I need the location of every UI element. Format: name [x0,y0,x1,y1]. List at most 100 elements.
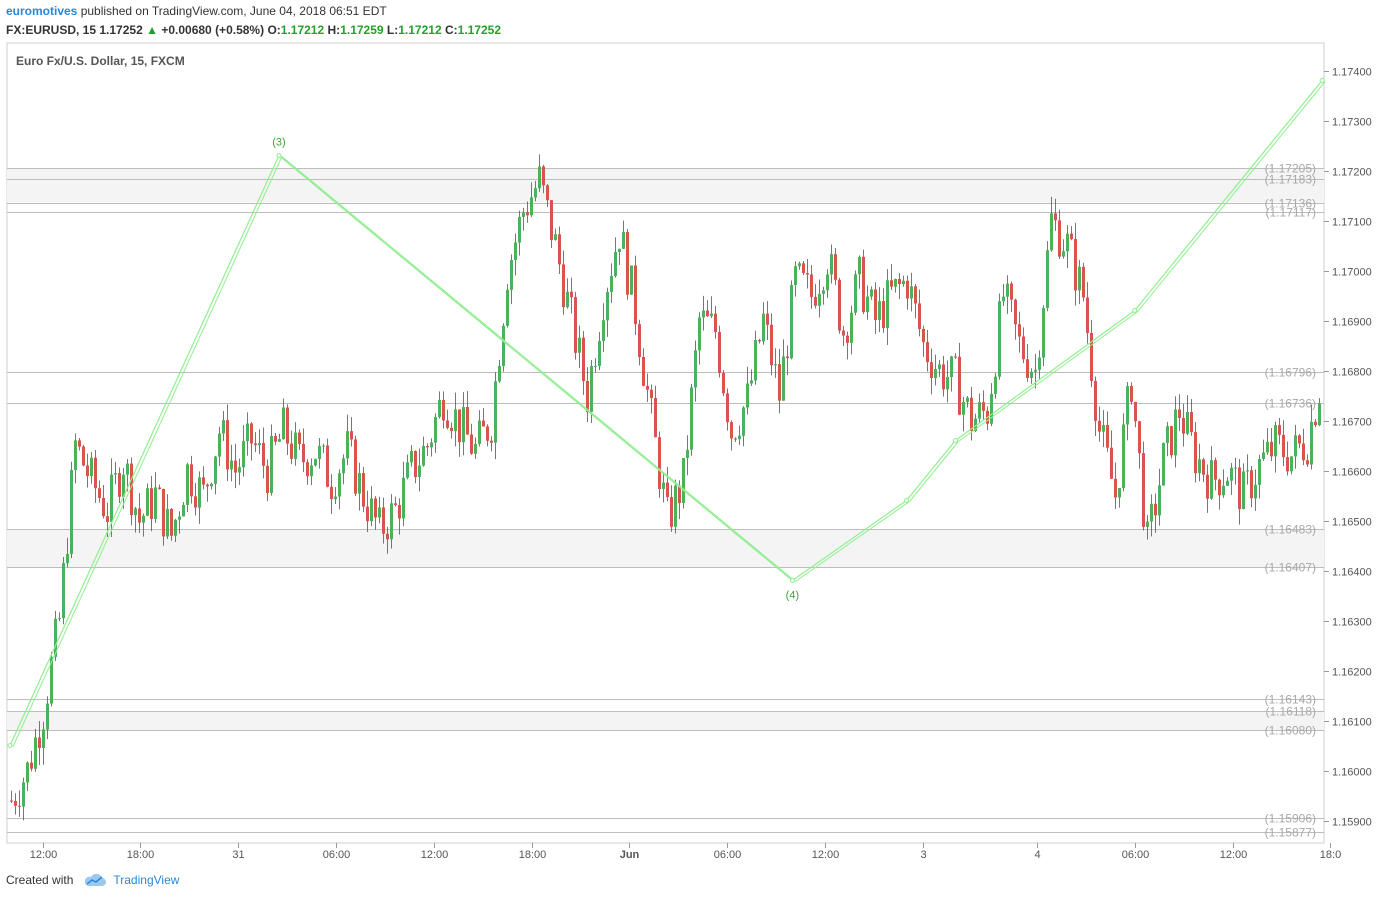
author-link[interactable]: euromotives [6,4,78,18]
candle-up [754,340,757,381]
candle-down [254,443,257,446]
tradingview-logo[interactable]: TradingView [83,873,179,887]
candle-down [234,460,237,473]
candle-down [654,398,657,438]
candle-down [846,335,849,343]
x-tick-label: 12:00 [1220,849,1248,861]
candle-up [474,443,477,454]
candle-up [622,232,625,249]
candle-down [190,464,193,497]
candle-up [534,188,537,198]
y-tick-label: 1.16000 [1332,767,1372,779]
x-tick-label: 06:00 [714,849,742,861]
candle-up [114,473,117,475]
candle-down [638,324,641,358]
y-tick-label: 1.16600 [1332,467,1372,479]
candle-up [1222,485,1225,496]
candle-down [394,503,397,505]
candle-up [854,274,857,313]
candle-down [1298,435,1301,444]
candle-up [1230,467,1233,481]
candle-down [726,393,729,423]
y-tick-label: 1.16900 [1332,317,1372,329]
candle-down [862,256,865,313]
candle-up [494,381,497,443]
candle-up [790,285,793,359]
x-tick-label: Jun [620,849,640,861]
open-value: 1.17212 [280,23,325,37]
candle-up [590,365,593,412]
pattern-line [9,155,280,746]
x-tick-label: 18:00 [127,849,155,861]
y-tick-label: 1.16700 [1332,417,1372,429]
candle-up [610,275,613,292]
candle-down [446,420,449,428]
candle-up [478,420,481,444]
candle-down [1218,479,1221,496]
candle-up [830,254,833,275]
candle-down [206,484,209,487]
y-tick-label: 1.16100 [1332,717,1372,729]
y-tick-label: 1.16300 [1332,617,1372,629]
candle-down [386,533,389,540]
candle-up [858,256,861,275]
candle-up [142,515,145,523]
candle-down [1026,359,1029,378]
candle-up [702,310,705,318]
candle-up [738,435,741,440]
candle-down [262,442,265,466]
candle-up [54,618,57,657]
candle-up [1166,426,1169,444]
candle-up [742,407,745,436]
level-label: (1.16143) [1265,693,1316,707]
pattern-line [792,500,907,581]
candle-down [274,435,277,442]
candle-down [954,356,957,358]
candle-up [998,301,1001,377]
candle-down [354,439,357,494]
candle-up [750,380,753,384]
x-tick-label: 18:0 [1320,849,1341,861]
candle-up [222,420,225,434]
x-tick-label: 18:00 [519,849,547,861]
candle-up [1266,441,1269,453]
candle-up [1034,369,1037,372]
candle-up [694,350,697,388]
level-label: (1.17183) [1265,173,1316,187]
candle-up [682,458,685,504]
candle-down [1182,417,1185,434]
candle-up [322,445,325,447]
candle-up [1246,470,1249,472]
candle-down [1282,434,1285,458]
publish-text: published on TradingView.com, June 04, 2… [80,4,387,18]
pattern-point [1132,308,1138,313]
candle-up [402,477,405,519]
candle-down [350,431,353,440]
candle-up [886,280,889,329]
y-tick-label: 1.16400 [1332,567,1372,579]
pattern-line-inner [281,156,796,582]
candle-up [818,293,821,306]
candle-up [1158,485,1161,516]
candle-down [814,296,817,306]
candle-up [1118,488,1121,498]
candle-up [186,464,189,505]
candle-up [578,337,581,353]
candle-up [774,364,777,366]
candle-down [250,423,253,444]
candle-down [1178,409,1181,418]
candle-down [486,426,489,441]
candle-down [718,332,721,374]
candle-up [454,409,457,432]
candle-up [502,325,505,367]
candle-down [730,422,733,439]
candle-up [318,445,321,459]
candle-down [14,800,17,806]
candle-up [1050,213,1053,251]
pattern-line [955,310,1136,441]
y-tick-label: 1.17400 [1332,67,1372,79]
candle-down [574,297,577,353]
candle-down [366,506,369,522]
candle-up [166,508,169,537]
